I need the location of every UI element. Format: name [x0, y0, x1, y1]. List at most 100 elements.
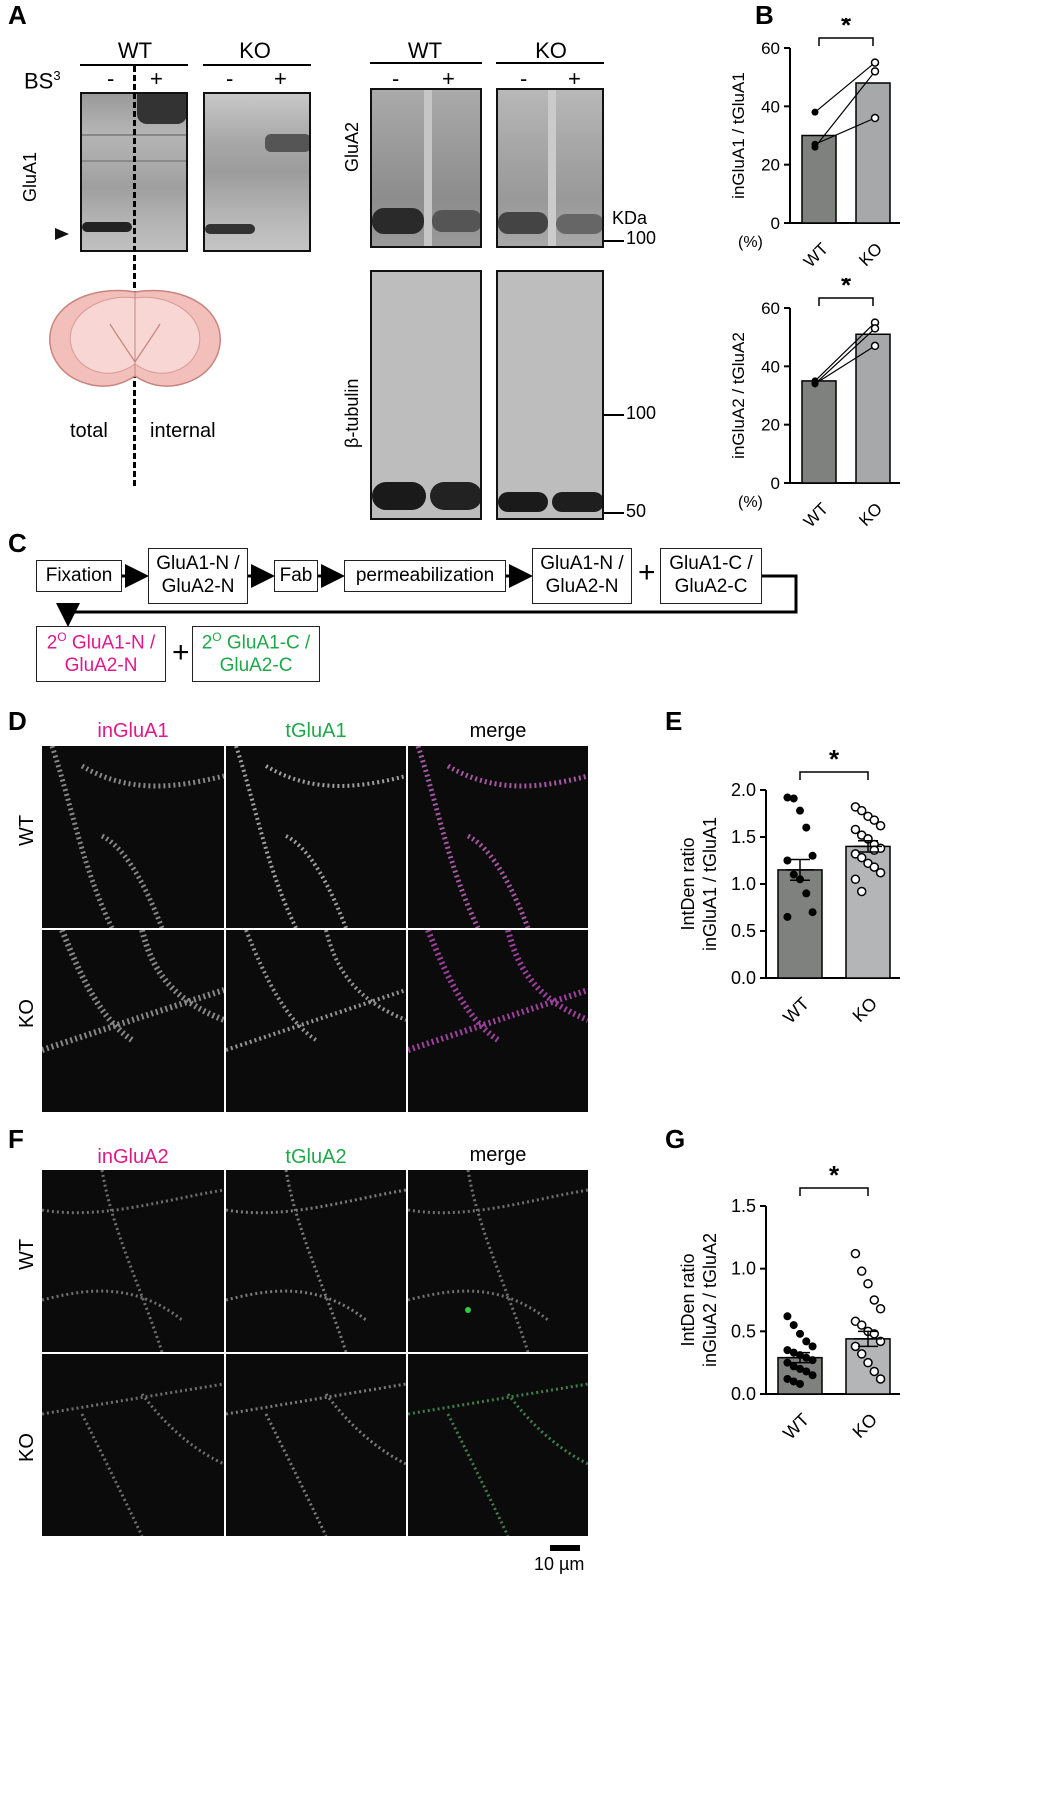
channel-label-tglua1: tGluA1 — [285, 720, 347, 742]
bar-ko — [855, 333, 891, 484]
data-point-wt — [789, 1321, 798, 1330]
x-tick-label: WT — [779, 1409, 813, 1443]
micrograph-f-wt-inglua2 — [42, 1170, 224, 1352]
y-tick-label: 0.5 — [731, 1321, 756, 1341]
data-point-wt — [783, 1374, 792, 1383]
data-point-ko — [863, 1357, 873, 1368]
step-permeabilization: permeabilization — [344, 560, 506, 592]
y-tick-label: 1.0 — [731, 1259, 756, 1279]
y-tick-label: 20 — [761, 416, 780, 435]
significance-star: * — [841, 18, 852, 40]
y-tick-label: 0 — [771, 474, 780, 493]
data-point-ko — [870, 113, 880, 123]
y-tick-label: 0.0 — [731, 1384, 756, 1404]
panel-label-c: C — [8, 528, 27, 558]
western-blot-glua2-wt — [370, 88, 482, 248]
significance-star: * — [829, 744, 840, 774]
data-point-ko — [869, 1366, 880, 1377]
marker-tick — [604, 512, 624, 514]
step-primary-n: GluA1-N / GluA2-N — [148, 548, 248, 604]
western-blot-tubulin-wt — [370, 270, 482, 520]
data-point-wt — [789, 1377, 798, 1386]
ko-label: KO — [535, 38, 567, 63]
data-point-wt — [783, 912, 792, 921]
y-tick-label: 1.5 — [731, 1196, 756, 1216]
data-point-ko — [850, 1248, 861, 1259]
x-tick-label: WT — [779, 993, 813, 1027]
unit-label: (%) — [738, 494, 763, 511]
significance-bracket — [818, 297, 874, 306]
chart-e: 0.0 0.5 1.0 1.5 2.0 WT KO * IntDen ratio inGluA1 … — [678, 744, 900, 1027]
micrograph-d-wt-tglua1 — [226, 746, 406, 928]
micrograph-d-wt-merge — [408, 746, 588, 928]
x-tick-label: KO — [849, 993, 882, 1026]
bar-ko — [855, 82, 891, 224]
scale-bar — [550, 1545, 580, 1551]
y-tick-label: 60 — [761, 299, 780, 318]
data-point-ko — [875, 1374, 886, 1384]
panel-label-a: A — [8, 0, 27, 30]
data-point-wt — [802, 1337, 811, 1346]
data-point-ko — [856, 852, 867, 863]
step-fab: Fab — [274, 560, 318, 592]
data-point-wt — [789, 1362, 798, 1371]
y-tick-label: 0 — [771, 214, 780, 233]
pair-line — [814, 327, 876, 385]
tubulin-label: β-tubulin — [342, 378, 362, 448]
pair-line — [814, 322, 876, 382]
plus-sign: + — [172, 636, 190, 669]
brain-section-illustration — [49, 289, 221, 387]
bs3-label: BS3 — [24, 68, 61, 94]
chart-b-top: 0 20 40 60 WT KO * inGluA1 / tGluA1 (%) — [729, 18, 900, 271]
y-tick-label: 2.0 — [731, 780, 756, 800]
data-point-ko — [856, 1266, 867, 1276]
data-point-wt — [808, 1371, 817, 1380]
panel-label-g: G — [665, 1124, 686, 1154]
x-tick-label: KO — [855, 239, 886, 270]
x-tick-label: WT — [800, 499, 832, 531]
data-point-wt — [796, 1364, 804, 1373]
header-line — [203, 64, 311, 66]
significance-star: * — [829, 1160, 840, 1190]
data-point-ko — [869, 1295, 880, 1305]
data-point-ko — [869, 862, 880, 872]
y-tick-label: 1.5 — [731, 827, 756, 847]
significance-bracket — [799, 1187, 869, 1196]
chart-g: 0.0 0.5 1.0 1.5 WT KO * IntDen ratio inGluA2 / t… — [678, 1160, 900, 1443]
minus-label: - — [107, 66, 115, 91]
x-tick-label: KO — [855, 499, 886, 530]
y-axis-label: inGluA2 / tGluA2 — [700, 1233, 720, 1367]
micrograph-f-wt-tglua2 — [226, 1170, 406, 1352]
row-label-wt: WT — [16, 1238, 38, 1270]
bar-wt — [801, 380, 837, 484]
data-point-wt — [811, 108, 819, 116]
chart-b-bottom: 0 20 40 60 WT KO * inGluA2 / tGluA2 (%) — [729, 278, 900, 531]
data-point-ko — [869, 845, 880, 855]
data-point-wt — [808, 908, 817, 917]
minus-label: - — [520, 66, 528, 91]
minus-label: - — [392, 66, 400, 91]
marker-100-label: 100 — [626, 403, 657, 423]
marker-100-label: 100 — [626, 228, 657, 248]
data-point-ko — [870, 67, 880, 76]
y-tick-label: 40 — [761, 97, 780, 116]
channel-label-inglua1: inGluA1 — [97, 720, 169, 742]
bar-ko — [845, 845, 891, 979]
marker-50-label: 50 — [626, 501, 647, 521]
data-point-ko — [870, 341, 880, 351]
row-label-ko: KO — [16, 999, 38, 1028]
step-secondary-n: 2O GluA1-N / GluA2-N — [36, 626, 166, 682]
ko-label: KO — [239, 38, 271, 63]
panel-label-f: F — [8, 1124, 24, 1154]
step-secondary-c: 2O GluA1-C / GluA2-C — [192, 626, 320, 682]
x-tick-label: KO — [849, 1409, 882, 1442]
data-point-wt — [796, 1379, 804, 1388]
data-point-ko — [875, 1304, 886, 1314]
data-point-wt — [789, 870, 798, 879]
data-point-wt — [808, 851, 817, 860]
data-point-ko — [869, 815, 880, 825]
y-tick-label: 1.0 — [731, 874, 756, 894]
wt-label: WT — [407, 38, 443, 63]
pair-line — [814, 117, 876, 145]
panel-label-d: D — [8, 706, 27, 736]
